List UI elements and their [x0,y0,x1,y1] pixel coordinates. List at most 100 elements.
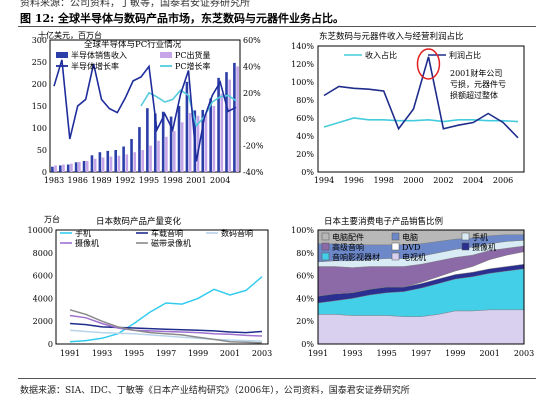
legend-swatch [461,242,470,251]
pc-shipment-bar [141,150,144,172]
plot-frame [317,229,525,345]
x-tick-label: 2001 [479,349,499,358]
x-tick-label: 1998 [374,176,394,185]
legend-swatch [321,232,330,241]
y-tick-label: 60% [296,272,314,281]
y-tick-label: 140% [291,42,314,51]
y2-tick-label: 20% [243,89,261,98]
y-tick-label: 40% [296,132,314,141]
pc-shipment-bar [62,164,65,172]
legend-label: 手机 [75,228,91,238]
annotation-circle [416,48,441,80]
y-tick-label: 120% [291,60,314,69]
pc-growth-line [140,89,237,128]
semi-sales-bar [225,72,228,172]
legend-swatch [391,232,400,241]
pc-shipment-bar [212,106,216,172]
semi-sales-bar [82,161,86,172]
x-tick-label: 2001 [220,349,240,358]
legend-pc-growth-label: PC增长率 [175,61,211,71]
legend-semi-growth-label: 半导体增长率 [71,61,119,71]
bottom-rule [18,378,536,379]
y2-tick-label: -40% [243,168,264,177]
semi-sales-bar [177,106,181,172]
y-tick-label: 80% [296,96,314,105]
pc-shipment-bar [85,161,89,172]
x-tick-label: 2001 [186,176,206,185]
legend-label: 电视机 [402,252,426,262]
pc-shipment-bar [70,163,73,172]
x-tick-label: 1994 [314,176,334,185]
semi-sales-bar [106,150,110,172]
legend-label: 电脑配件 [332,232,364,242]
semi-sales-bar [217,77,220,172]
semi-sales-bar [233,62,236,172]
legend-label: 手机 [472,232,488,242]
x-tick-label: 1989 [91,176,111,185]
legend-label: 摄像机 [472,242,496,252]
legend-semi-sales-label: 半导体销售收入 [71,50,127,60]
chart-japan-production: 0 2000 4000 6000 8000 10000 1991 1993 1995 1997 19… [28,214,273,358]
x-tick-label: 1997 [156,349,176,358]
y-tick-label: 300 [32,36,47,45]
figure-title-text: 全球半导体与数码产品市场，东芝数码与元器件业务占比。 [58,12,345,25]
pc-shipment-bar [196,115,200,172]
x-tick-label: 2000 [403,176,423,185]
pc-shipment-bar [78,161,81,172]
series-line-3 [69,314,263,337]
semi-sales-bar [185,81,189,172]
legend-pc-shipment-swatch [160,52,172,58]
x-tick-label: 1995 [139,176,159,185]
legend-label: 音响影视器材 [332,252,380,262]
x-tick-label: 2002 [433,176,453,185]
legend-label: 数码音响 [221,228,253,238]
legend-label: 高级音响 [332,242,364,252]
legend-semi-sales-swatch [56,52,68,58]
legend-swatch [321,242,330,251]
annotation-text: 损额超过整体 [450,90,498,100]
y2-tick-label: 60% [243,36,261,45]
semi-growth-line [53,59,237,162]
chart-title: 日本数码产品产量变化 [96,216,182,227]
y-tick-label: 0 [48,340,53,349]
y-tick-label: 80% [296,249,314,258]
y-tick-label: 250 [32,58,47,67]
pc-shipment-bar [172,131,176,172]
chart-toshiba-share: 0% 20% 40% 60% 80% 100% 120% 140% 1994 1996 1998 20… [291,31,525,185]
chart-semiconductor-pc: 0 50 100 150 200 250 300 -40% -20% 0% 20% 40% 60% 198… [32,30,264,185]
y-tick-label: 10000 [28,226,53,235]
chart-title: 日本主要消费电子产品销售比例 [324,216,443,227]
semi-sales-bar [138,127,141,172]
series-line-4 [69,309,263,344]
pc-shipment-bar [204,113,208,172]
x-tick-label: 1996 [344,176,364,185]
pc-shipment-bar [236,66,239,172]
y2-tick-label: -20% [243,142,264,151]
chart-title: 全球半导体与PC行业情况 [84,39,182,50]
pc-shipment-bar [220,93,224,172]
y2-tick-label: 40% [243,62,261,71]
legend-label: DVD [402,243,420,252]
x-tick-label: 2006 [493,176,513,185]
pc-shipment-bar [54,165,57,172]
y-tick-label: 40% [296,294,314,303]
chart-japan-sales-share: 0% 20% 40% 60% 80% 100% 1991 1993 1995 1997 1999 20… [291,216,534,358]
x-tick-label: 1983 [44,176,64,185]
legend-swatch [391,242,400,251]
x-tick-label: 1991 [308,349,328,358]
y-tick-label: 60% [296,114,314,123]
semi-sales-bar [153,113,157,172]
semi-sales-bar [146,108,149,172]
plot-frame [317,45,525,173]
x-tick-label: 1998 [163,176,183,185]
pc-shipment-bar [93,158,97,172]
x-tick-label: 1995 [124,349,144,358]
figure-title: 图 12: 全球半导体与数码产品市场，东芝数码与元器件业务占比。 [20,10,344,26]
x-tick-label: 1991 [60,349,80,358]
pc-shipment-bar [109,156,113,172]
chart-title: 东芝数码与元器件收入与经营利润占比 [319,31,464,42]
semi-sales-bar [122,146,125,172]
semi-sales-bar [209,98,212,172]
x-tick-label: 1993 [92,349,112,358]
